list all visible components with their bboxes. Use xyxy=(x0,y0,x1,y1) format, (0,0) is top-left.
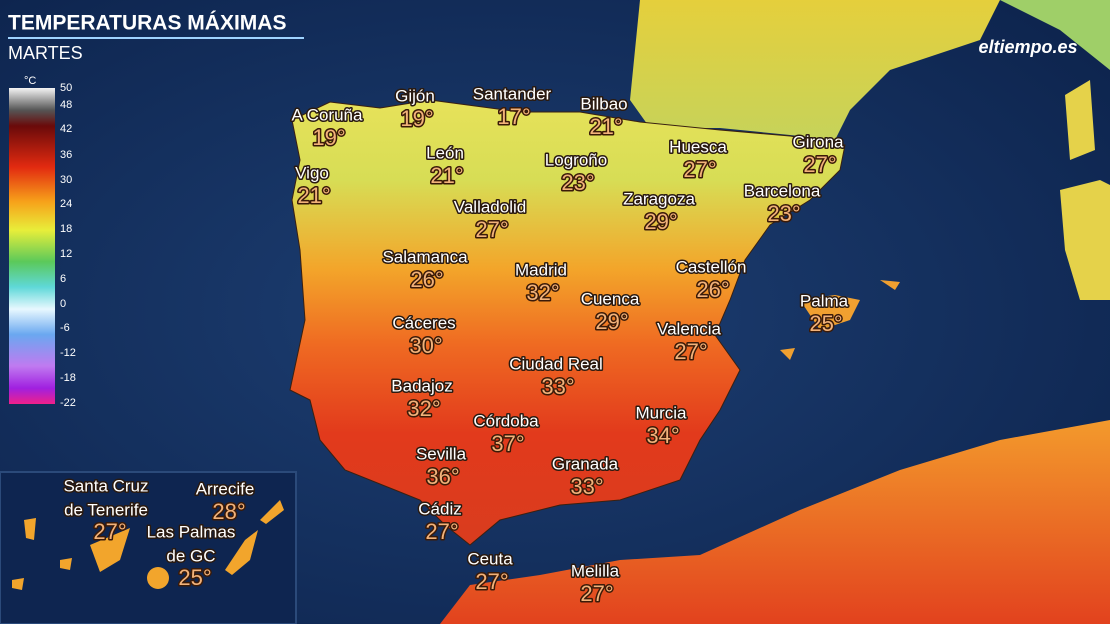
city-temp: 26° xyxy=(696,277,729,302)
city-name: Las Palmas xyxy=(147,522,236,541)
city-temp: 30° xyxy=(409,333,442,358)
city-name: de Tenerife xyxy=(64,500,148,519)
legend-label: 12 xyxy=(60,248,72,260)
city-temp: 27° xyxy=(803,152,836,177)
city-temp: 33° xyxy=(541,374,574,399)
city-temp: 27° xyxy=(683,157,716,182)
city-temp: 29° xyxy=(644,209,677,234)
city-temp: 27° xyxy=(475,569,508,594)
city-name: Arrecife xyxy=(196,479,255,498)
legend-label: 0 xyxy=(60,298,66,310)
city-temp: 26° xyxy=(410,267,443,292)
islands xyxy=(1060,80,1110,300)
city-name: Bilbao xyxy=(580,94,627,113)
legend-label: 24 xyxy=(60,198,72,210)
city-name: Barcelona xyxy=(744,181,821,200)
city-name: Santander xyxy=(473,84,552,103)
legend-label: 36 xyxy=(60,149,72,161)
city-name: Valladolid xyxy=(454,197,526,216)
city-name: Cádiz xyxy=(418,499,461,518)
city-temp: 32° xyxy=(526,280,559,305)
city-temp: 34° xyxy=(646,423,679,448)
city-name: Murcia xyxy=(635,403,687,422)
city-temp: 27° xyxy=(425,519,458,544)
legend-label: -22 xyxy=(60,397,76,409)
city-temp: 19° xyxy=(400,106,433,131)
city-name: Ciudad Real xyxy=(509,354,603,373)
city-temp: 27° xyxy=(475,217,508,242)
city-name: Santa Cruz xyxy=(63,476,148,495)
city-temp: 25° xyxy=(809,311,842,336)
city-temp: 27° xyxy=(93,519,126,544)
logo: eltiempo.es xyxy=(978,37,1077,57)
city-temp: 27° xyxy=(674,339,707,364)
city-temp: 21° xyxy=(589,114,622,139)
city-temp: 27° xyxy=(580,581,613,606)
city-name: Cáceres xyxy=(392,313,455,332)
city-name: Madrid xyxy=(515,260,567,279)
france xyxy=(630,0,1000,140)
city-temp: 29° xyxy=(595,309,628,334)
legend-label: 6 xyxy=(60,273,66,285)
city-temp: 23° xyxy=(561,170,594,195)
iberia xyxy=(289,99,846,546)
city-name: Ceuta xyxy=(467,549,513,568)
city-name: Vigo xyxy=(295,163,329,182)
legend-label: 18 xyxy=(60,223,72,235)
city-temp: 25° xyxy=(178,565,211,590)
city-name: Badajoz xyxy=(391,376,452,395)
city-temp: 19° xyxy=(312,125,345,150)
city-name: de GC xyxy=(166,546,215,565)
title: TEMPERATURAS MÁXIMAS xyxy=(8,12,286,35)
city-temp: 28° xyxy=(212,499,245,524)
city-name: Zaragoza xyxy=(623,189,695,208)
balearic xyxy=(780,280,900,360)
city-temp: 17° xyxy=(497,104,530,129)
legend-unit: °C xyxy=(24,75,36,87)
city-name: Gijón xyxy=(395,86,435,105)
africa xyxy=(440,420,1110,624)
city-name: Salamanca xyxy=(382,247,468,266)
canary-shapes xyxy=(12,500,284,590)
city-temp: 33° xyxy=(570,474,603,499)
city-name: A Coruña xyxy=(292,105,363,124)
legend-scale xyxy=(9,88,55,404)
city-temp: 37° xyxy=(491,431,524,456)
city-temp: 36° xyxy=(426,464,459,489)
city-temp: 21° xyxy=(297,183,330,208)
city-name: Granada xyxy=(552,454,619,473)
legend-label: -12 xyxy=(60,347,76,359)
city-name: Melilla xyxy=(571,561,620,580)
city-name: Cuenca xyxy=(581,289,640,308)
legend: 50 48 42 36 30 24 18 12 6 0 -6 -12 -18 -22 xyxy=(60,82,76,409)
city-name: Girona xyxy=(792,132,844,151)
legend-label: 50 xyxy=(60,82,72,94)
city-temp: 32° xyxy=(407,396,440,421)
subtitle: MARTES xyxy=(8,43,83,63)
city-temp: 21° xyxy=(430,163,463,188)
city-name: Palma xyxy=(800,291,849,310)
city-name: Córdoba xyxy=(473,411,539,430)
city-name: Castellón xyxy=(676,257,747,276)
city-temp: 23° xyxy=(767,201,800,226)
italy xyxy=(1000,0,1110,70)
legend-label: 48 xyxy=(60,99,72,111)
city-name: Sevilla xyxy=(416,444,467,463)
legend-label: 42 xyxy=(60,123,72,135)
city-name: León xyxy=(426,143,464,162)
city-name: Logroño xyxy=(545,150,607,169)
city-name: Valencia xyxy=(657,319,721,338)
legend-label: -18 xyxy=(60,372,76,384)
city-name: Huesca xyxy=(669,137,727,156)
title-rule xyxy=(8,37,304,39)
legend-label: 30 xyxy=(60,174,72,186)
legend-label: -6 xyxy=(60,322,70,334)
